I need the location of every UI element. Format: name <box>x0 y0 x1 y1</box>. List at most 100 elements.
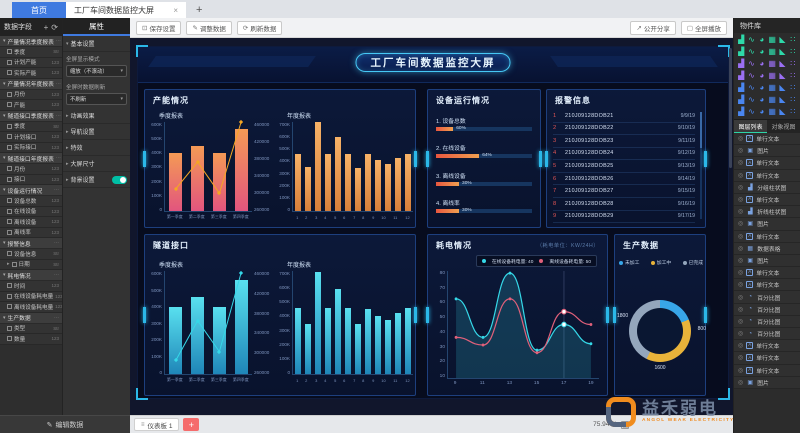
decoration-icon[interactable]: ▟ <box>738 107 745 116</box>
field-item[interactable]: 离线率 123 <box>0 227 62 238</box>
select-icon[interactable]: ◣ <box>779 107 786 116</box>
field-group[interactable]: ▾ 耗电情况 ⋯ <box>0 270 62 281</box>
field-group[interactable]: ▾ 报警信息 ⋯ <box>0 238 62 249</box>
visibility-eye-icon[interactable]: ◎ <box>738 318 744 325</box>
field-checkbox[interactable] <box>7 176 12 182</box>
field-item[interactable]: 在线设备 123 <box>0 206 62 217</box>
visibility-eye-icon[interactable]: ◎ <box>738 160 744 167</box>
visibility-eye-icon[interactable]: ◎ <box>738 245 744 252</box>
add-tab-button[interactable]: + <box>196 4 203 16</box>
field-group[interactable]: ▾ 生产数据 ⋯ <box>0 312 62 324</box>
donut-chart-icon[interactable]: ∿ <box>748 59 755 68</box>
tab-properties[interactable]: 属性 <box>63 18 130 36</box>
fit-screen-icon[interactable]: ▢ <box>621 420 629 429</box>
smooth-line-icon[interactable]: ◕ <box>759 47 765 56</box>
marquee-icon[interactable]: ◕ <box>759 107 765 116</box>
section-大屏尺寸[interactable]: ▸ 大屏尺寸 <box>63 156 130 172</box>
field-item[interactable]: 在线设备耗电量 123 <box>0 291 62 302</box>
visibility-eye-icon[interactable]: ◎ <box>738 367 744 374</box>
field-checkbox[interactable] <box>7 102 12 108</box>
alarm-scrollbar[interactable] <box>700 112 702 219</box>
refresh-fields-icon[interactable]: ⟳ <box>51 22 58 32</box>
visibility-eye-icon[interactable]: ◎ <box>738 306 744 313</box>
tab-document[interactable]: 工厂车间数据监控大屏 × <box>66 2 186 18</box>
field-checkbox[interactable] <box>7 134 12 140</box>
field-checkbox[interactable] <box>7 123 12 129</box>
field-checkbox[interactable] <box>7 325 12 331</box>
layer-item[interactable]: ◎ ▣ 图片 <box>734 218 800 231</box>
section-导航设置[interactable]: ▸ 导航设置 <box>63 124 130 140</box>
fullscreen-refresh-select[interactable]: 不刷新 ▾ <box>66 93 127 105</box>
field-group[interactable]: ▾ 隧道接口年度报表 ⋯ <box>0 153 62 164</box>
field-item[interactable]: 离线设备耗电量 123 <box>0 302 62 313</box>
layer-item[interactable]: ◎ ▦ 数据表格 <box>734 242 800 255</box>
layer-item[interactable]: ◎ A 单行文本 <box>734 279 800 292</box>
layer-item[interactable]: ◎ A 单行文本 <box>734 340 800 353</box>
visibility-eye-icon[interactable]: ◎ <box>738 184 744 191</box>
production-data-panel[interactable]: 生产数据 未加工 加工中 已完成 800 1800 1600 <box>614 234 706 396</box>
visibility-eye-icon[interactable]: ◎ <box>738 282 744 289</box>
visibility-eye-icon[interactable]: ◎ <box>738 221 744 228</box>
background-toggle[interactable] <box>112 175 127 184</box>
field-item[interactable]: 季度 Str <box>0 121 62 132</box>
field-checkbox[interactable] <box>11 261 17 267</box>
power-consumption-panel[interactable]: 耗电情况 （耗电单位：KW/24H） 在线设备耗电量: 40 离线设备耗电量: … <box>427 234 608 396</box>
field-group[interactable]: ▾ 隧道接口季度报表 ⋯ <box>0 110 62 122</box>
layer-item[interactable]: ◎ ◔ 百分比图 <box>734 303 800 316</box>
visibility-eye-icon[interactable]: ◎ <box>738 233 744 240</box>
layer-item[interactable]: ◎ ▣ 图片 <box>734 376 800 389</box>
field-item[interactable]: 设备总数 123 <box>0 196 62 207</box>
field-item[interactable]: 设备信息 Str <box>0 249 62 260</box>
section-特效[interactable]: ▸ 特效 <box>63 140 130 156</box>
alarm-row[interactable]: 2 210J09128DOB22 9/10/19 <box>553 123 695 136</box>
layer-item[interactable]: ◎ A 单行文本 <box>734 230 800 243</box>
field-item[interactable]: 计划产能 123 <box>0 57 62 68</box>
display-mode-select[interactable]: 缩放（不滚动） ▾ <box>66 65 127 77</box>
funnel-chart-icon[interactable]: ◣ <box>779 59 786 68</box>
radar-chart-icon[interactable]: ∷ <box>790 47 796 56</box>
field-checkbox[interactable] <box>7 144 12 150</box>
visibility-eye-icon[interactable]: ◎ <box>738 148 744 155</box>
timeline-icon[interactable]: ◣ <box>779 95 786 104</box>
public-share-button[interactable]: ↗ 公开分享 <box>630 20 676 35</box>
gauge-icon[interactable]: ▦ <box>768 59 776 68</box>
more-icon[interactable]: ⋯ <box>55 112 61 119</box>
more-icon[interactable]: ⋯ <box>54 187 59 193</box>
refresh-data-button[interactable]: ⟳ 刷新数据 <box>236 20 283 35</box>
border-icon[interactable]: ∿ <box>748 107 755 116</box>
layer-item[interactable]: ◎ ◔ 百分比图 <box>734 328 800 341</box>
candlestick-icon[interactable]: ◣ <box>779 71 786 80</box>
field-checkbox[interactable] <box>7 70 12 76</box>
field-item[interactable]: 时间 123 <box>0 281 62 292</box>
close-icon[interactable]: × <box>173 5 178 15</box>
field-checkbox[interactable] <box>7 59 12 65</box>
section-basic-settings[interactable]: ▾ 基本设置 <box>63 36 130 52</box>
alarm-row[interactable]: 9 210J09128DOB29 9/17/19 <box>553 211 695 224</box>
edit-data-button[interactable]: 编辑数据 <box>55 421 84 429</box>
video-icon[interactable]: ∷ <box>790 83 796 92</box>
add-sheet-button[interactable]: + <box>183 418 200 431</box>
more-icon[interactable]: ⋯ <box>55 80 61 87</box>
field-item[interactable]: 计划接口 123 <box>0 132 62 143</box>
treemap-icon[interactable]: ◕ <box>759 71 765 80</box>
field-item[interactable]: ▸ 日期 Str <box>0 259 62 270</box>
pictorial-bar-icon[interactable]: ◕ <box>759 35 765 44</box>
column-chart-icon[interactable]: ∿ <box>748 35 755 44</box>
layer-item[interactable]: ◎ ◔ 百分比图 <box>734 291 800 304</box>
more-icon[interactable]: ⋯ <box>54 240 59 246</box>
tunnel-interface-panel[interactable]: 隧道接口 季度报表 年度报表 600K 500K 400K 300K 200K 100K 0… <box>144 234 416 396</box>
alarm-row[interactable]: 7 210J09128DOB27 9/15/19 <box>553 185 695 198</box>
field-checkbox[interactable] <box>7 229 12 235</box>
pie-chart-icon[interactable]: ▟ <box>738 59 745 68</box>
field-item[interactable]: 实际接口 123 <box>0 142 62 153</box>
area-chart-icon[interactable]: ∿ <box>748 47 755 56</box>
fullscreen-play-button[interactable]: ▢ 全屏播放 <box>680 20 727 35</box>
field-item[interactable]: 离线设备 123 <box>0 217 62 228</box>
layer-item[interactable]: ◎ ▣ 图片 <box>734 254 800 268</box>
layer-item[interactable]: ◎ A 单行文本 <box>734 267 800 280</box>
field-group[interactable]: ▾ 产量情况年度报表 ⋯ <box>0 78 62 90</box>
field-checkbox[interactable] <box>7 49 12 55</box>
rose-chart-icon[interactable]: ◕ <box>759 59 765 68</box>
visibility-eye-icon[interactable]: ◎ <box>738 172 744 179</box>
field-checkbox[interactable] <box>7 166 12 172</box>
